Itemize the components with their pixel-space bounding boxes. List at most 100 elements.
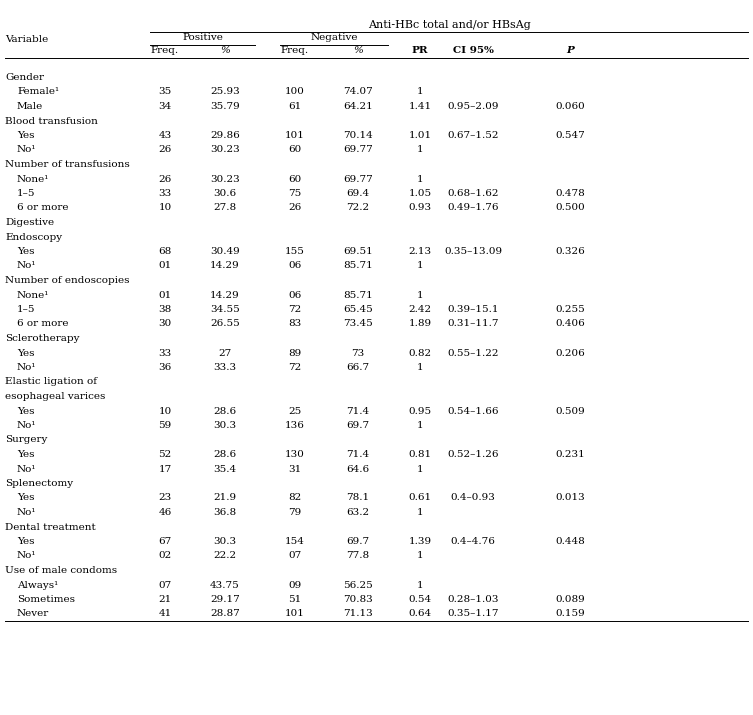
Text: CI 95%: CI 95%	[453, 46, 493, 55]
Text: 71.4: 71.4	[346, 407, 370, 415]
Text: 1: 1	[416, 421, 423, 430]
Text: 83: 83	[288, 320, 302, 328]
Text: 69.77: 69.77	[343, 145, 373, 154]
Text: Yes: Yes	[17, 537, 35, 546]
Text: 71.13: 71.13	[343, 609, 373, 618]
Text: 72: 72	[288, 305, 302, 314]
Text: Never: Never	[17, 609, 49, 618]
Text: 65.45: 65.45	[343, 305, 373, 314]
Text: 70.14: 70.14	[343, 131, 373, 140]
Text: 70.83: 70.83	[343, 595, 373, 604]
Text: 0.231: 0.231	[555, 450, 585, 459]
Text: 69.7: 69.7	[346, 537, 370, 546]
Text: Yes: Yes	[17, 247, 35, 256]
Text: 21: 21	[158, 595, 172, 604]
Text: 07: 07	[288, 551, 302, 561]
Text: Male: Male	[17, 102, 43, 111]
Text: Anti-HBc total and/or HBsAg: Anti-HBc total and/or HBsAg	[367, 20, 530, 30]
Text: 72.2: 72.2	[346, 204, 370, 212]
Text: 34.55: 34.55	[210, 305, 240, 314]
Text: 06: 06	[288, 262, 302, 270]
Text: 6 or more: 6 or more	[17, 204, 69, 212]
Text: Sometimes: Sometimes	[17, 595, 75, 604]
Text: 34: 34	[158, 102, 172, 111]
Text: 23: 23	[158, 493, 172, 503]
Text: 1: 1	[416, 551, 423, 561]
Text: 66.7: 66.7	[346, 363, 370, 372]
Text: 1–5: 1–5	[17, 189, 35, 198]
Text: No¹: No¹	[17, 508, 36, 517]
Text: 29.17: 29.17	[210, 595, 240, 604]
Text: 59: 59	[158, 421, 172, 430]
Text: 30.6: 30.6	[213, 189, 236, 198]
Text: Blood transfusion: Blood transfusion	[5, 117, 98, 126]
Text: Surgery: Surgery	[5, 435, 47, 445]
Text: Freq.: Freq.	[151, 46, 179, 55]
Text: 1.01: 1.01	[408, 131, 431, 140]
Text: 14.29: 14.29	[210, 290, 240, 300]
Text: 35.79: 35.79	[210, 102, 240, 111]
Text: 02: 02	[158, 551, 172, 561]
Text: 22.2: 22.2	[213, 551, 236, 561]
Text: 01: 01	[158, 262, 172, 270]
Text: 0.4–4.76: 0.4–4.76	[450, 537, 495, 546]
Text: 1: 1	[416, 465, 423, 473]
Text: No¹: No¹	[17, 465, 36, 473]
Text: 51: 51	[288, 595, 302, 604]
Text: 79: 79	[288, 508, 302, 517]
Text: PR: PR	[412, 46, 428, 55]
Text: 28.6: 28.6	[213, 450, 236, 459]
Text: 0.67–1.52: 0.67–1.52	[447, 131, 498, 140]
Text: 73: 73	[352, 348, 364, 358]
Text: 0.95–2.09: 0.95–2.09	[447, 102, 498, 111]
Text: 38: 38	[158, 305, 172, 314]
Text: 89: 89	[288, 348, 302, 358]
Text: 71.4: 71.4	[346, 450, 370, 459]
Text: 68: 68	[158, 247, 172, 256]
Text: 07: 07	[158, 581, 172, 589]
Text: 35.4: 35.4	[213, 465, 236, 473]
Text: 130: 130	[285, 450, 305, 459]
Text: 26: 26	[158, 145, 172, 154]
Text: 0.82: 0.82	[408, 348, 431, 358]
Text: 0.35–1.17: 0.35–1.17	[447, 609, 498, 618]
Text: 30.3: 30.3	[213, 421, 236, 430]
Text: 21.9: 21.9	[213, 493, 236, 503]
Text: 28.6: 28.6	[213, 407, 236, 415]
Text: 155: 155	[285, 247, 305, 256]
Text: 1: 1	[416, 262, 423, 270]
Text: Elastic ligation of: Elastic ligation of	[5, 378, 97, 387]
Text: 74.07: 74.07	[343, 87, 373, 97]
Text: 10: 10	[158, 204, 172, 212]
Text: 0.49–1.76: 0.49–1.76	[447, 204, 498, 212]
Text: No¹: No¹	[17, 421, 36, 430]
Text: 0.54–1.66: 0.54–1.66	[447, 407, 498, 415]
Text: 33: 33	[158, 348, 172, 358]
Text: 60: 60	[288, 174, 302, 184]
Text: No¹: No¹	[17, 363, 36, 372]
Text: 0.35–13.09: 0.35–13.09	[444, 247, 502, 256]
Text: 0.326: 0.326	[555, 247, 585, 256]
Text: Dental treatment: Dental treatment	[5, 523, 96, 531]
Text: esophageal varices: esophageal varices	[5, 392, 105, 401]
Text: 27: 27	[218, 348, 232, 358]
Text: 101: 101	[285, 131, 305, 140]
Text: Yes: Yes	[17, 450, 35, 459]
Text: 77.8: 77.8	[346, 551, 370, 561]
Text: 56.25: 56.25	[343, 581, 373, 589]
Text: 136: 136	[285, 421, 305, 430]
Text: 72: 72	[288, 363, 302, 372]
Text: 36: 36	[158, 363, 172, 372]
Text: 85.71: 85.71	[343, 290, 373, 300]
Text: 1: 1	[416, 508, 423, 517]
Text: 30.49: 30.49	[210, 247, 240, 256]
Text: 1.89: 1.89	[408, 320, 431, 328]
Text: 0.013: 0.013	[555, 493, 585, 503]
Text: No¹: No¹	[17, 262, 36, 270]
Text: 33: 33	[158, 189, 172, 198]
Text: 0.39–15.1: 0.39–15.1	[447, 305, 498, 314]
Text: P: P	[566, 46, 574, 55]
Text: Sclerotherapy: Sclerotherapy	[5, 334, 80, 343]
Text: 43: 43	[158, 131, 172, 140]
Text: 25: 25	[288, 407, 302, 415]
